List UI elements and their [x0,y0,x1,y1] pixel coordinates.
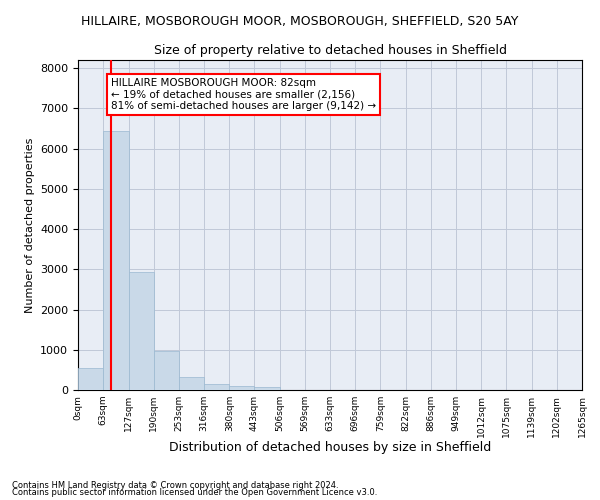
Text: HILLAIRE MOSBOROUGH MOOR: 82sqm
← 19% of detached houses are smaller (2,156)
81%: HILLAIRE MOSBOROUGH MOOR: 82sqm ← 19% of… [110,78,376,112]
Bar [254,387,280,390]
Bar [103,131,128,390]
Bar [229,386,254,390]
Text: Contains public sector information licensed under the Open Government Licence v3: Contains public sector information licen… [12,488,377,497]
Bar [78,368,103,390]
Bar [204,384,229,390]
Title: Size of property relative to detached houses in Sheffield: Size of property relative to detached ho… [154,44,506,58]
Bar [128,272,154,390]
Y-axis label: Number of detached properties: Number of detached properties [25,138,35,312]
Bar [179,376,204,390]
X-axis label: Distribution of detached houses by size in Sheffield: Distribution of detached houses by size … [169,441,491,454]
Text: HILLAIRE, MOSBOROUGH MOOR, MOSBOROUGH, SHEFFIELD, S20 5AY: HILLAIRE, MOSBOROUGH MOOR, MOSBOROUGH, S… [82,15,518,28]
Text: Contains HM Land Registry data © Crown copyright and database right 2024.: Contains HM Land Registry data © Crown c… [12,480,338,490]
Bar [154,352,179,390]
